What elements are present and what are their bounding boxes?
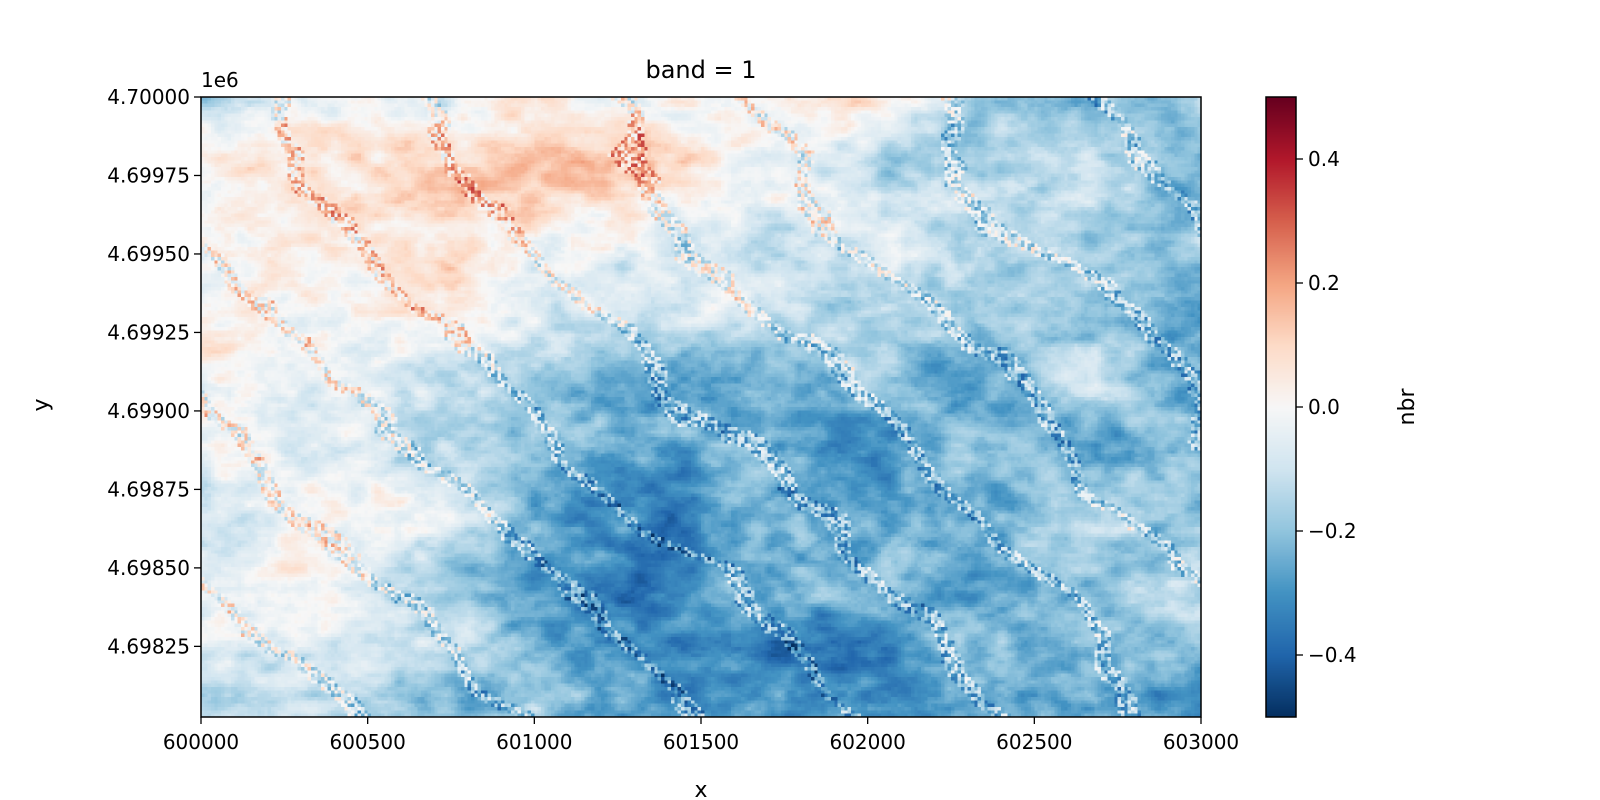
colorbar-tick-label: 0.2	[1308, 271, 1340, 295]
x-tick-label: 602500	[996, 730, 1072, 754]
chart-title: band = 1	[645, 56, 756, 84]
y-tick-label: 4.70000	[107, 85, 190, 109]
colorbar-gradient	[1266, 97, 1296, 717]
x-tick-label: 600500	[329, 730, 405, 754]
colorbar-tick-label: −0.4	[1308, 643, 1357, 667]
x-tick-label: 601500	[663, 730, 739, 754]
y-tick-label: 4.69875	[107, 477, 190, 501]
colorbar-tick-label: −0.2	[1308, 519, 1357, 543]
colorbar-tick-label: 0.0	[1308, 395, 1340, 419]
colorbar-axis: −0.4 −0.2 0.0 0.2 0.4	[1296, 147, 1357, 667]
y-tick-label: 4.69975	[107, 163, 190, 187]
plot-frame	[200, 96, 1202, 718]
x-tick-label: 602000	[829, 730, 905, 754]
colorbar-tick-label: 0.4	[1308, 147, 1340, 171]
heatmap-raster	[201, 97, 1201, 717]
y-tick-label: 4.69900	[107, 399, 190, 423]
x-tick-label: 601000	[496, 730, 572, 754]
y-axis-label: y	[29, 398, 54, 411]
y-tick-label: 4.69825	[107, 634, 190, 658]
x-axis: 600000 600500 601000 601500 602000 602500 6030…	[163, 717, 1239, 754]
y-axis: 4.69825 4.69850 4.69875 4.69900 4.69925 4.699…	[107, 85, 201, 658]
x-tick-label: 600000	[163, 730, 239, 754]
y-tick-label: 4.69950	[107, 242, 190, 266]
colorbar-frame	[1265, 96, 1297, 718]
x-axis-label: x	[694, 778, 707, 800]
y-offset-label: 1e6	[201, 68, 239, 92]
y-tick-label: 4.69925	[107, 320, 190, 344]
x-tick-label: 603000	[1163, 730, 1239, 754]
colorbar-label: nbr	[1395, 388, 1420, 426]
y-tick-label: 4.69850	[107, 556, 190, 580]
